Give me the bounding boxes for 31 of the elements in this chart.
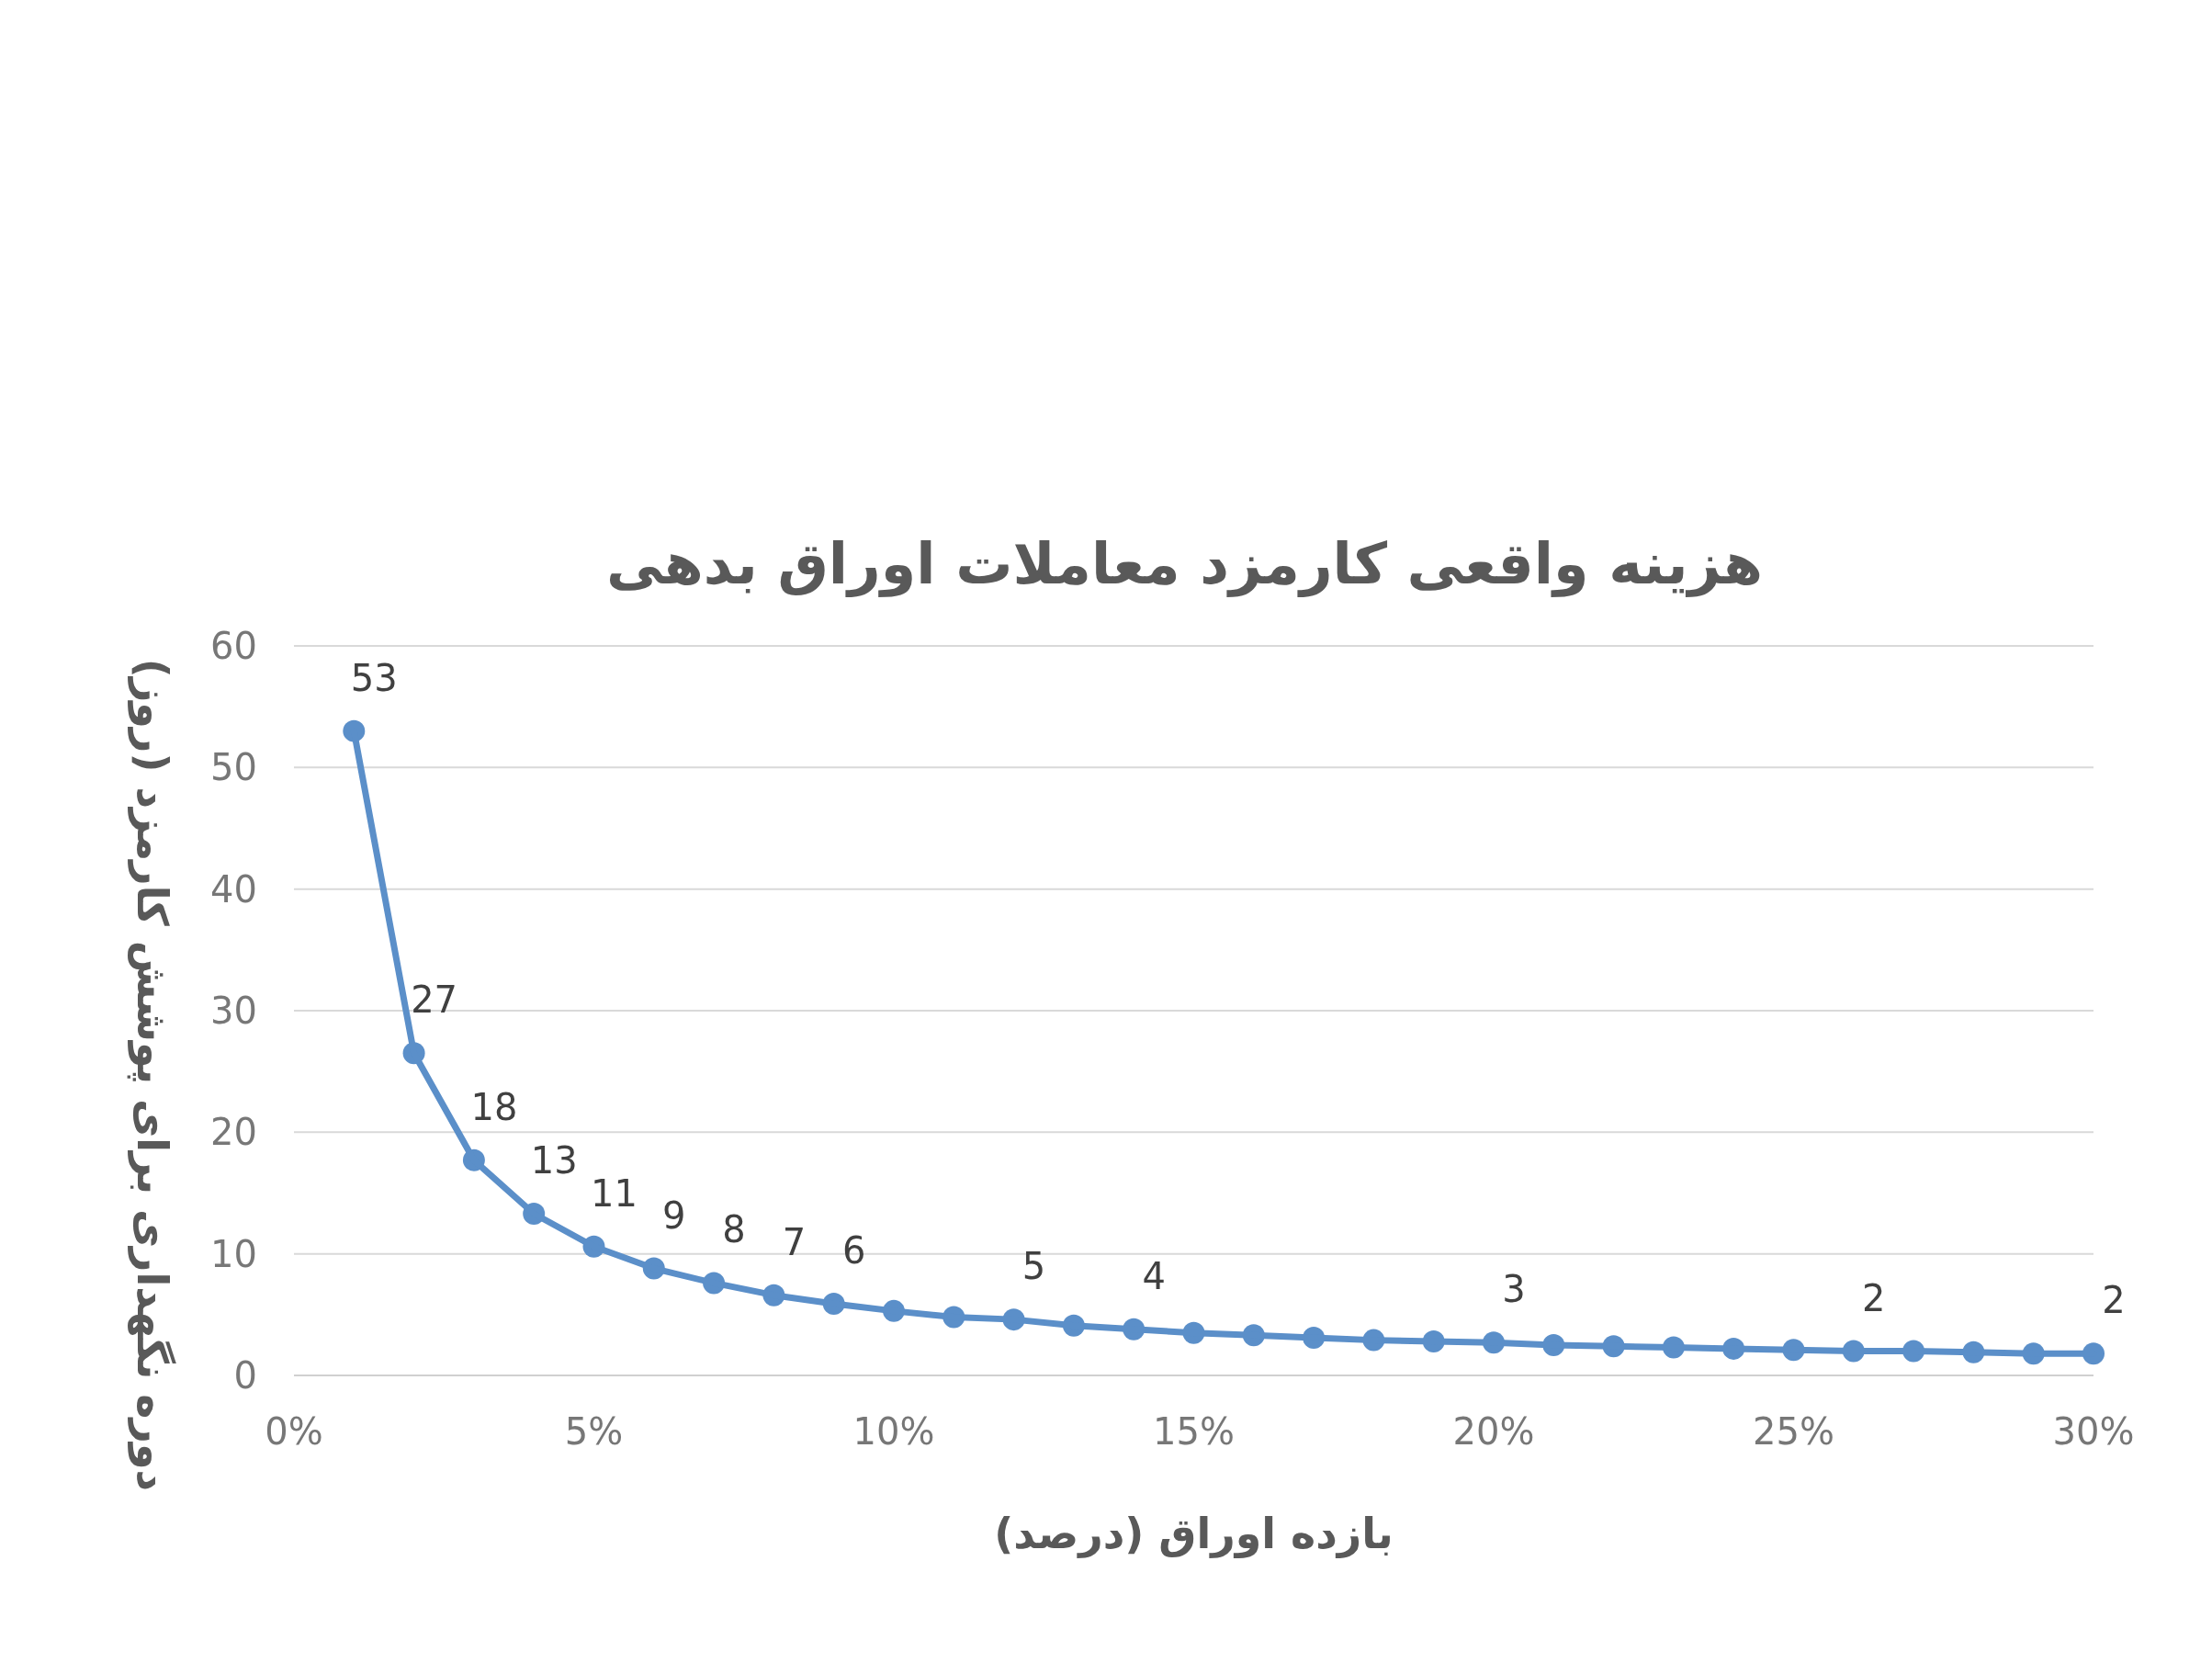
x-tick-label: 15% — [1153, 1410, 1235, 1453]
y-axis-title: دوره نگهداری برای پوشش کارمزد (روز) — [127, 658, 177, 1492]
data-label: 9 — [662, 1194, 686, 1237]
data-label: 53 — [350, 656, 398, 699]
y-tick-label: 60 — [210, 625, 257, 667]
data-label: 6 — [841, 1228, 866, 1272]
x-tick-label: 25% — [1753, 1410, 1834, 1453]
data-label: 2 — [2102, 1279, 2126, 1322]
data-label: 5 — [1021, 1245, 1046, 1288]
data-label: 27 — [411, 979, 458, 1022]
y-tick-label: 0 — [233, 1354, 257, 1397]
x-tick-label: 5% — [564, 1410, 624, 1453]
y-tick-label: 10 — [210, 1232, 257, 1275]
data-label: 8 — [722, 1208, 746, 1251]
data-label: 11 — [591, 1171, 638, 1215]
chart-title: هزینه واقعی کارمزد معاملات اوراق بدهی — [606, 530, 1763, 597]
x-axis-title: بازده اوراق (درصد) — [994, 1509, 1394, 1558]
y-tick-label: 40 — [210, 867, 257, 911]
y-tick-label: 30 — [210, 990, 257, 1032]
data-label: 18 — [470, 1085, 518, 1128]
data-label: 13 — [530, 1139, 578, 1182]
data-label: 2 — [1862, 1276, 1886, 1319]
y-tick-label: 20 — [210, 1111, 257, 1154]
data-label: 3 — [1502, 1268, 1526, 1311]
data-label: 4 — [1142, 1254, 1166, 1297]
x-tick-label: 0% — [265, 1410, 323, 1453]
x-tick-label: 10% — [852, 1410, 935, 1453]
x-tick-label: 30% — [2052, 1410, 2135, 1453]
x-tick-label: 20% — [1452, 1410, 1535, 1453]
y-tick-label: 50 — [210, 746, 257, 789]
data-label: 7 — [782, 1220, 807, 1263]
